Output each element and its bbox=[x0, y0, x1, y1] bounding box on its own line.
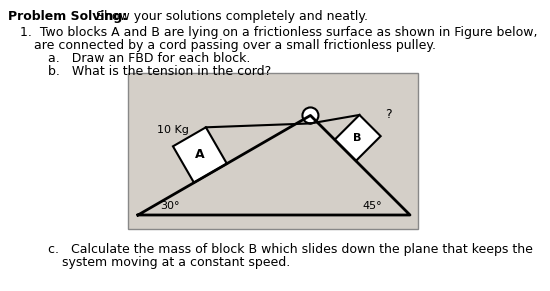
Circle shape bbox=[302, 107, 318, 123]
Polygon shape bbox=[335, 115, 381, 161]
Text: Problem Solving:: Problem Solving: bbox=[8, 10, 127, 23]
Text: a.   Draw an FBD for each block.: a. Draw an FBD for each block. bbox=[48, 52, 250, 65]
Text: B: B bbox=[354, 133, 362, 143]
Text: A: A bbox=[195, 148, 205, 162]
Text: ?: ? bbox=[386, 108, 392, 121]
Text: 30°: 30° bbox=[160, 201, 179, 211]
Text: 10 Kg: 10 Kg bbox=[157, 125, 189, 135]
Text: Show your solutions completely and neatly.: Show your solutions completely and neatl… bbox=[92, 10, 368, 23]
Text: are connected by a cord passing over a small frictionless pulley.: are connected by a cord passing over a s… bbox=[34, 39, 436, 52]
Text: c.   Calculate the mass of block B which slides down the plane that keeps the: c. Calculate the mass of block B which s… bbox=[48, 243, 533, 256]
Text: system moving at a constant speed.: system moving at a constant speed. bbox=[62, 256, 290, 269]
Text: 45°: 45° bbox=[362, 201, 382, 211]
Bar bbox=[128, 73, 418, 229]
Text: 1.  Two blocks A and B are lying on a frictionless surface as shown in Figure be: 1. Two blocks A and B are lying on a fri… bbox=[20, 26, 537, 39]
Polygon shape bbox=[173, 127, 227, 183]
Text: b.   What is the tension in the cord?: b. What is the tension in the cord? bbox=[48, 65, 271, 78]
